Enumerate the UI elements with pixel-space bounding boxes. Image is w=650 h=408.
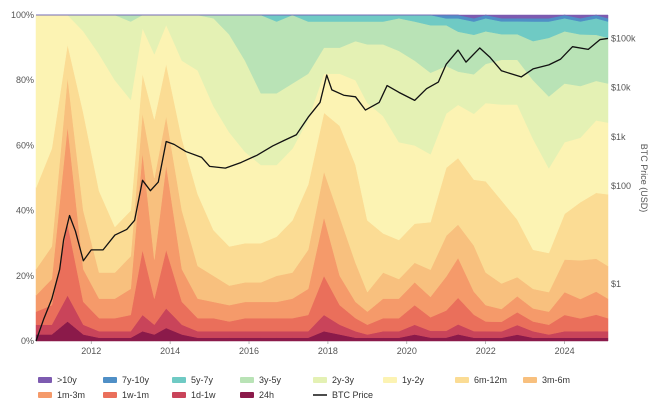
legend-swatch — [172, 377, 186, 383]
y-right-tick-label: $1 — [611, 279, 621, 289]
legend-label: 24h — [259, 390, 274, 400]
legend-label: 3y-5y — [259, 375, 282, 385]
legend-item[interactable]: 1m-3m — [38, 390, 85, 400]
legend-swatch — [240, 377, 254, 383]
y-right-tick-label: $1k — [611, 132, 626, 142]
legend: >10y 7y-10y 5y-7y 3y-5y 2y-3y 1y-2y 6m-12m 3m-6… — [38, 375, 570, 400]
y-left-tick-label: 0% — [21, 336, 34, 346]
x-tick-label: 2012 — [81, 346, 101, 356]
legend-item[interactable]: 1w-1m — [103, 390, 149, 400]
legend-swatch — [383, 377, 397, 383]
legend-item[interactable]: 3m-6m — [523, 375, 570, 385]
y-right-tick-label: $100k — [611, 33, 636, 43]
legend-item[interactable]: 3y-5y — [240, 375, 282, 385]
x-tick-label: 2022 — [476, 346, 496, 356]
x-tick-label: 2018 — [318, 346, 338, 356]
legend-item[interactable]: >10y — [38, 375, 77, 385]
x-tick-label: 2020 — [397, 346, 417, 356]
legend-swatch — [240, 392, 254, 398]
legend-label: 7y-10y — [122, 375, 150, 385]
legend-item[interactable]: 7y-10y — [103, 375, 150, 385]
legend-item[interactable]: 24h — [240, 390, 274, 400]
y-right-tick-label: $10k — [611, 83, 631, 93]
legend-label: 1w-1m — [122, 390, 149, 400]
legend-label: BTC Price — [332, 390, 373, 400]
legend-item[interactable]: 5y-7y — [172, 375, 214, 385]
btc-price-line — [35, 37, 609, 342]
y-left-tick-label: 20% — [16, 271, 34, 281]
btc-price-line-group — [35, 37, 609, 342]
legend-label: 5y-7y — [191, 375, 214, 385]
legend-item[interactable]: 1d-1w — [172, 390, 216, 400]
legend-swatch — [38, 377, 52, 383]
y-left-tick-label: 100% — [11, 10, 34, 20]
x-tick-label: 2014 — [160, 346, 180, 356]
legend-label: 3m-6m — [542, 375, 570, 385]
legend-item[interactable]: 2y-3y — [313, 375, 355, 385]
legend-swatch — [313, 377, 327, 383]
y-axis-left: 0% 20% 40% 60% 80% 100% — [11, 10, 34, 346]
legend-label: 2y-3y — [332, 375, 355, 385]
y-axis-right: $1 $100 $1k $10k $100k — [611, 33, 636, 289]
stacked-areas — [35, 14, 609, 342]
x-tick-label: 2024 — [555, 346, 575, 356]
legend-swatch — [523, 377, 537, 383]
legend-label: >10y — [57, 375, 77, 385]
legend-swatch — [38, 392, 52, 398]
y-left-tick-label: 80% — [16, 75, 34, 85]
legend-swatch — [103, 377, 117, 383]
legend-swatch — [103, 392, 117, 398]
y-left-tick-label: 40% — [16, 206, 34, 216]
y-right-tick-label: $100 — [611, 181, 631, 191]
legend-swatch — [172, 392, 186, 398]
legend-item[interactable]: 1y-2y — [383, 375, 425, 385]
legend-label: 1y-2y — [402, 375, 425, 385]
y-axis-right-label: BTC Price (USD) — [639, 144, 649, 213]
area--10y — [36, 14, 609, 19]
legend-label: 1d-1w — [191, 390, 216, 400]
x-tick-label: 2016 — [239, 346, 259, 356]
legend-swatch — [455, 377, 469, 383]
legend-item[interactable]: BTC Price — [313, 390, 373, 400]
legend-label: 6m-12m — [474, 375, 507, 385]
legend-label: 1m-3m — [57, 390, 85, 400]
x-axis: 2012 2014 2016 2018 2020 2022 2024 — [81, 341, 575, 356]
legend-item[interactable]: 6m-12m — [455, 375, 507, 385]
y-left-tick-label: 60% — [16, 140, 34, 150]
